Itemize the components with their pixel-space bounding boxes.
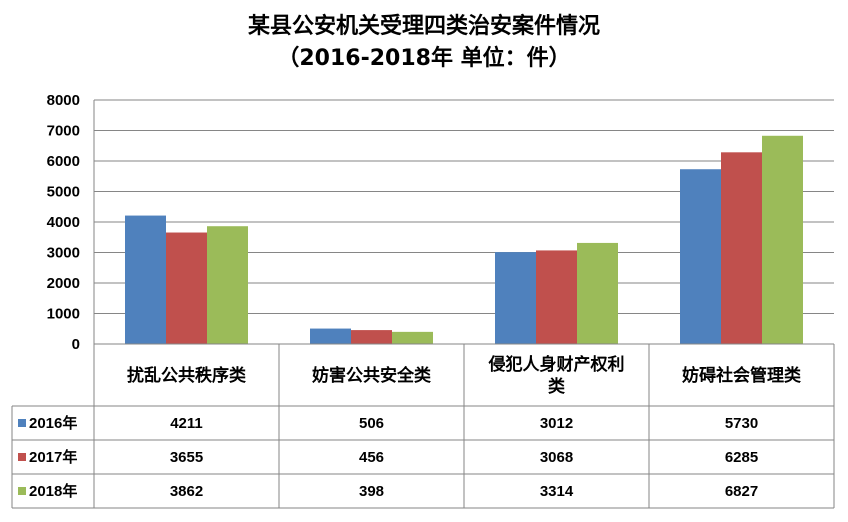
data-label: 456 (359, 449, 384, 466)
data-label: 3655 (170, 449, 203, 466)
data-label: 3862 (170, 483, 203, 500)
legend-label: 2016年 (29, 414, 77, 432)
legend-label: 2018年 (29, 482, 77, 500)
bar (392, 331, 433, 344)
category-label: 扰乱公共秩序类 (127, 365, 247, 386)
y-tick-label: 4000 (47, 214, 80, 231)
category-label: 妨碍社会管理类 (681, 365, 802, 386)
chart-title: 某县公安机关受理四类治安案件情况 (247, 14, 600, 39)
data-label: 6285 (725, 449, 758, 466)
data-label: 6827 (725, 483, 758, 500)
y-tick-label: 2000 (47, 275, 80, 292)
y-tick-label: 3000 (47, 245, 80, 262)
legend-label: 2017年 (29, 448, 77, 466)
bar (166, 232, 207, 344)
bar (125, 215, 166, 344)
bar (310, 328, 351, 344)
legend-swatch (18, 419, 26, 427)
data-label: 5730 (725, 415, 758, 432)
bar (680, 169, 721, 344)
y-tick-label: 7000 (47, 123, 80, 140)
bar (721, 152, 762, 344)
y-tick-label: 1000 (47, 306, 80, 323)
data-label: 4211 (170, 415, 203, 432)
bar (536, 250, 577, 344)
category-label: 侵犯人身财产权利 (488, 354, 625, 375)
bar (577, 242, 618, 344)
y-tick-label: 6000 (47, 153, 80, 170)
bar (351, 330, 392, 344)
category-label: 妨害公共安全类 (311, 365, 432, 386)
data-label: 3012 (540, 415, 573, 432)
bar (207, 226, 248, 344)
category-label: 类 (548, 376, 566, 397)
chart-subtitle: （2016-2018年 单位：件） (277, 46, 571, 71)
bar (495, 252, 536, 344)
y-tick-label: 8000 (47, 92, 80, 109)
data-label: 506 (359, 415, 384, 432)
bar (762, 135, 803, 344)
legend-swatch (18, 453, 26, 461)
data-label: 398 (359, 483, 384, 500)
data-label: 3314 (540, 483, 574, 500)
legend-swatch (18, 487, 26, 495)
data-label: 3068 (540, 449, 573, 466)
y-tick-label: 0 (72, 336, 80, 353)
y-tick-label: 5000 (47, 184, 80, 201)
